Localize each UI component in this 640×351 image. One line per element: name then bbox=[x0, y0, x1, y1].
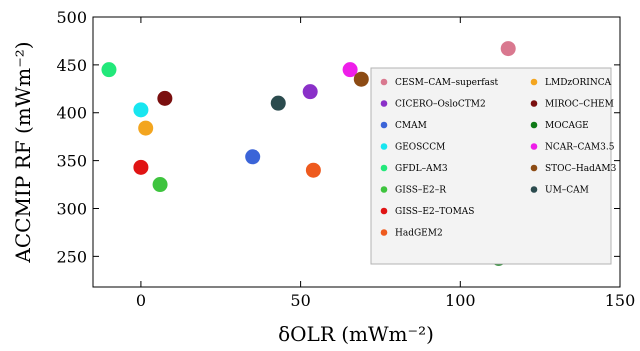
x-tick-label: 50 bbox=[290, 291, 310, 310]
y-tick-label: 400 bbox=[56, 104, 87, 123]
legend-box bbox=[370, 67, 612, 265]
data-point bbox=[133, 102, 149, 118]
legend-label: MOCAGE bbox=[545, 121, 589, 131]
y-tick-label: 250 bbox=[56, 247, 87, 266]
legend-swatch bbox=[380, 78, 388, 86]
legend-items: CESM–CAM–superfast CICERO–OsloCTM2 CMAM GEO… bbox=[380, 78, 617, 239]
data-point bbox=[157, 90, 173, 106]
data-point bbox=[138, 120, 154, 136]
legend-swatch bbox=[380, 100, 388, 107]
legend-swatch bbox=[380, 186, 388, 193]
data-point bbox=[302, 84, 318, 100]
legend-swatch bbox=[530, 164, 538, 172]
legend-label: CICERO–OsloCTM2 bbox=[395, 100, 486, 110]
legend-label: STOC–HadAM3 bbox=[545, 164, 617, 174]
legend-label: NCAR–CAM3.5 bbox=[545, 143, 615, 153]
data-point bbox=[245, 149, 261, 165]
y-axis-title: ACCMIP RF (mWm⁻²) bbox=[11, 41, 35, 263]
data-point bbox=[270, 95, 286, 111]
legend-swatch bbox=[380, 229, 388, 236]
legend-swatch bbox=[380, 143, 388, 150]
legend-label: GEOSCCM bbox=[395, 143, 445, 153]
y-tick-label: 500 bbox=[56, 8, 87, 27]
data-point bbox=[342, 62, 358, 78]
data-point bbox=[500, 41, 516, 57]
y-tick-label: 350 bbox=[56, 152, 87, 171]
data-point bbox=[152, 177, 168, 193]
plot-frame bbox=[92, 16, 621, 288]
legend-swatch bbox=[380, 164, 388, 172]
data-point bbox=[353, 71, 369, 87]
legend-label: CMAM bbox=[395, 121, 427, 131]
legend-swatch bbox=[530, 100, 538, 107]
y-tick-label: 300 bbox=[56, 199, 87, 218]
x-tick-label: 150 bbox=[605, 291, 636, 310]
y-tick-label: 450 bbox=[56, 56, 87, 75]
data-point bbox=[305, 162, 321, 178]
x-axis-title: δOLR (mWm⁻²) bbox=[278, 322, 434, 346]
legend-swatch bbox=[530, 78, 538, 86]
legend-label: GISS–E2–TOMAS bbox=[395, 207, 474, 217]
x-tick-label: 100 bbox=[445, 291, 476, 310]
legend-swatch bbox=[530, 186, 538, 193]
legend: CESM–CAM–superfast CICERO–OsloCTM2 CMAM GEO… bbox=[370, 67, 617, 265]
legend-label: CESM–CAM–superfast bbox=[395, 78, 499, 88]
legend-label: LMDzORINCA bbox=[545, 78, 612, 88]
data-point bbox=[133, 159, 149, 175]
legend-label: UM–CAM bbox=[545, 186, 589, 196]
data-point bbox=[101, 62, 117, 78]
legend-swatch bbox=[380, 207, 388, 215]
legend-label: HadGEM2 bbox=[395, 229, 443, 239]
legend-swatch bbox=[530, 143, 538, 150]
legend-swatch bbox=[380, 121, 388, 129]
axis-ticks: 0 50 100 150 250 300 350 400 450 500 bbox=[56, 8, 635, 310]
legend-label: GISS–E2–R bbox=[395, 186, 446, 196]
legend-label: MIROC–CHEM bbox=[545, 100, 614, 110]
x-tick-label: 0 bbox=[136, 291, 146, 310]
data-points bbox=[101, 41, 516, 266]
legend-label: GFDL–AM3 bbox=[395, 164, 448, 174]
legend-swatch bbox=[530, 121, 538, 129]
